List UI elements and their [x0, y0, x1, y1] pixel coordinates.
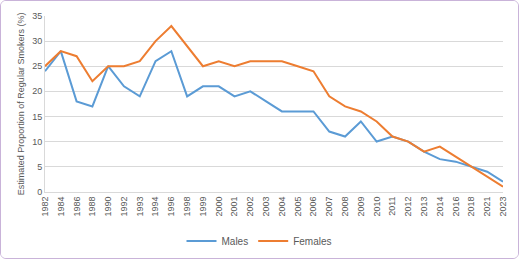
svg-text:2010: 2010 [372, 196, 382, 216]
svg-text:1982: 1982 [40, 196, 50, 216]
svg-text:2011: 2011 [387, 196, 397, 215]
svg-text:2023: 2023 [498, 196, 508, 216]
svg-text:2009: 2009 [356, 196, 366, 216]
svg-text:Estimated Proportion of Regula: Estimated Proportion of Regular Smokers … [16, 13, 26, 196]
svg-text:2000: 2000 [214, 196, 224, 216]
svg-text:2006: 2006 [308, 196, 318, 216]
svg-text:1988: 1988 [87, 196, 97, 216]
svg-text:5: 5 [37, 162, 42, 172]
svg-text:1986: 1986 [72, 196, 82, 216]
svg-text:1996: 1996 [166, 196, 176, 216]
svg-text:2003: 2003 [261, 196, 271, 216]
svg-text:1984: 1984 [56, 196, 66, 216]
svg-text:15: 15 [32, 112, 42, 122]
svg-text:20: 20 [32, 86, 42, 96]
svg-text:1998: 1998 [182, 196, 192, 216]
svg-text:2016: 2016 [451, 196, 461, 216]
svg-text:2004: 2004 [277, 196, 287, 216]
svg-text:Females: Females [293, 236, 331, 247]
svg-text:2002: 2002 [245, 196, 255, 216]
svg-text:1994: 1994 [150, 196, 160, 216]
svg-text:30: 30 [32, 36, 42, 46]
svg-text:Males: Males [222, 236, 249, 247]
svg-text:1993: 1993 [135, 196, 145, 216]
svg-text:2013: 2013 [419, 196, 429, 216]
svg-text:25: 25 [32, 61, 42, 71]
svg-text:2021: 2021 [482, 196, 492, 216]
svg-text:10: 10 [32, 137, 42, 147]
svg-text:2014: 2014 [435, 196, 445, 216]
svg-text:2001: 2001 [229, 196, 239, 216]
svg-text:1999: 1999 [198, 196, 208, 216]
svg-text:1992: 1992 [119, 196, 129, 216]
svg-text:1990: 1990 [103, 196, 113, 216]
svg-text:2008: 2008 [340, 196, 350, 216]
svg-text:2018: 2018 [466, 196, 476, 216]
svg-text:2012: 2012 [403, 196, 413, 216]
svg-text:0: 0 [37, 187, 42, 197]
svg-text:35: 35 [32, 11, 42, 21]
svg-text:2007: 2007 [324, 196, 334, 216]
svg-text:2005: 2005 [293, 196, 303, 216]
